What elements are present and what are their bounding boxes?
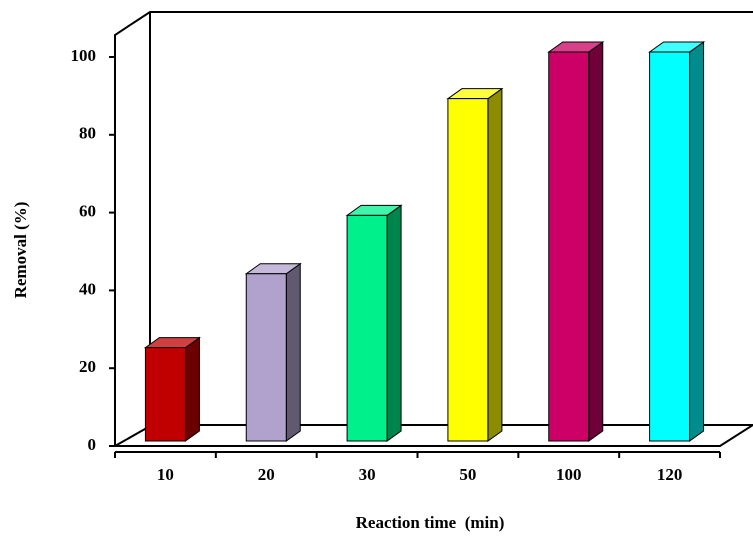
x-axis-label: Reaction time (min): [356, 513, 505, 532]
bar-front: [144, 347, 186, 442]
y-tick-label: 0: [88, 435, 97, 454]
x-tick-label: 10: [157, 465, 174, 484]
bar-front: [649, 51, 691, 442]
bar-side: [487, 87, 503, 442]
x-tick-label: 120: [657, 465, 683, 484]
bar: [345, 204, 403, 442]
floor: [111, 424, 753, 447]
y-tick-label: 60: [79, 202, 96, 221]
bar-front: [346, 214, 388, 442]
y-tick-label: 80: [79, 124, 96, 143]
back-wall: [114, 11, 753, 446]
bar: [143, 336, 201, 442]
bar-front: [548, 51, 590, 442]
bar: [547, 41, 605, 442]
bar: [648, 41, 706, 442]
y-tick-label: 100: [71, 46, 97, 65]
x-tick-label: 30: [359, 465, 376, 484]
bar-front: [447, 98, 489, 442]
y-tick-label: 40: [79, 279, 96, 298]
y-tick-label: 20: [79, 357, 96, 376]
x-tick-label: 100: [556, 465, 582, 484]
y-axis-label: Removal (%): [11, 202, 30, 299]
bar: [446, 87, 504, 442]
bar-front: [245, 273, 287, 442]
bar-side: [588, 41, 604, 442]
bar-side: [184, 336, 200, 442]
x-tick-label: 20: [258, 465, 275, 484]
bar-side: [285, 262, 301, 442]
bar-side: [386, 204, 402, 442]
x-tick-label: 50: [459, 465, 476, 484]
bar: [244, 262, 302, 442]
bar-side: [689, 41, 705, 442]
